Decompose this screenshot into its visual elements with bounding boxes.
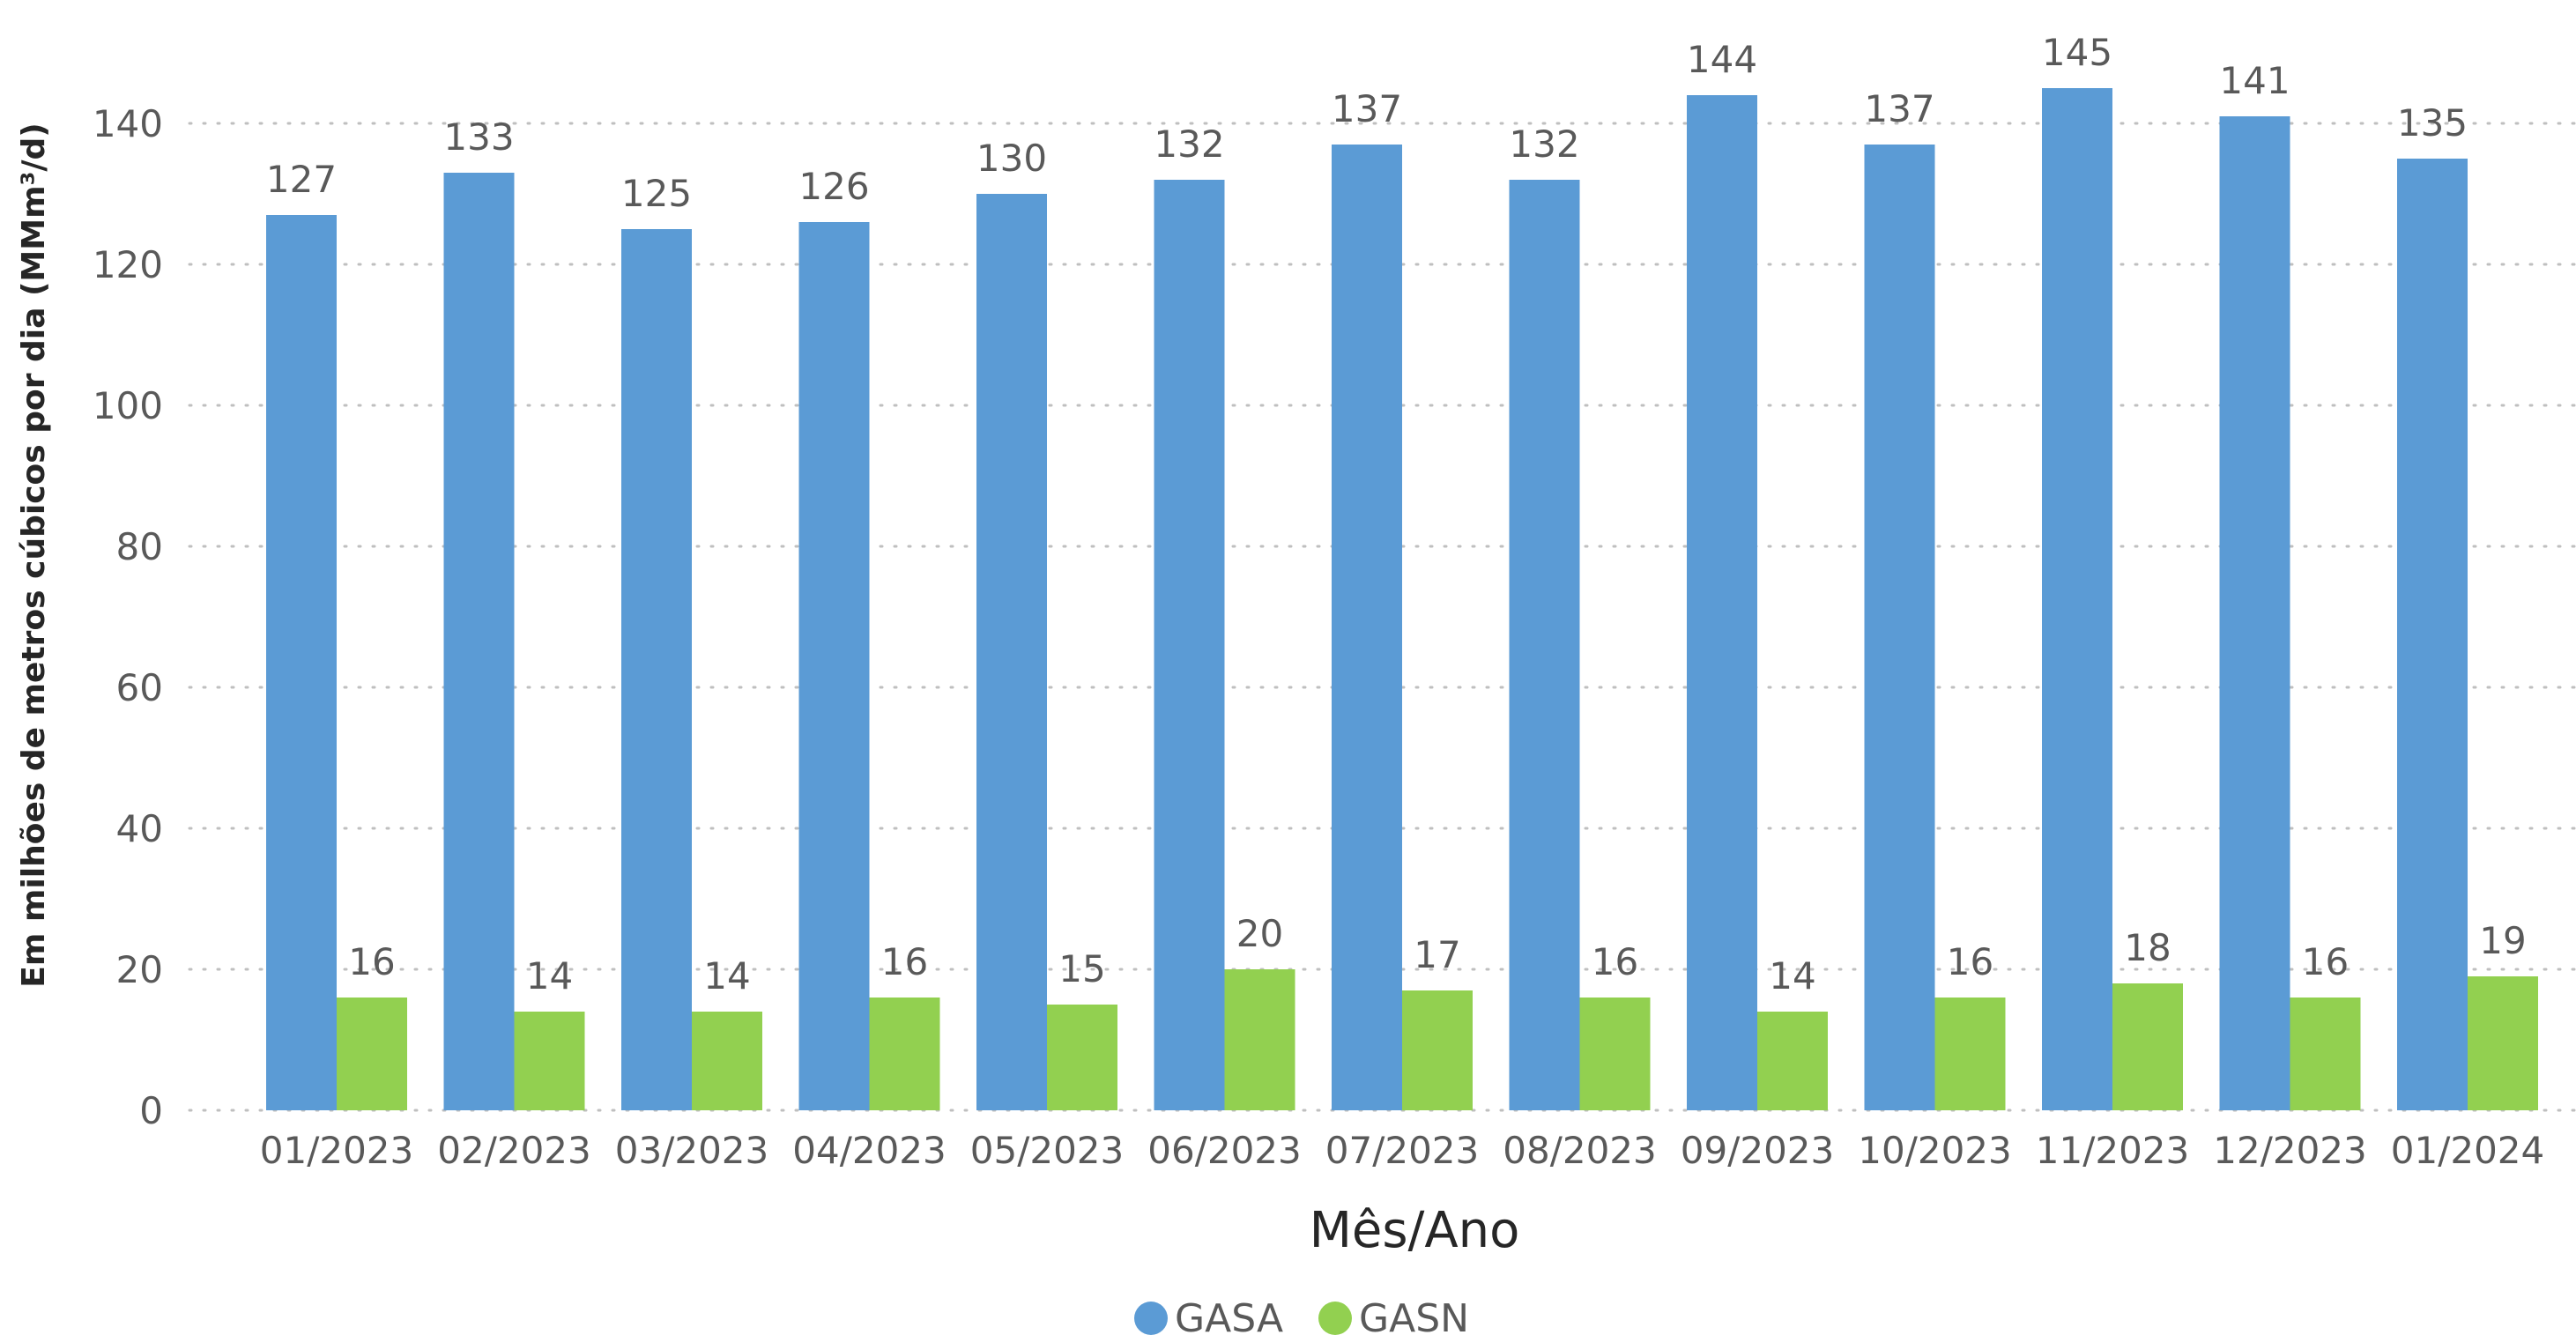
bar-gasn <box>514 1012 585 1110</box>
bar-gasa <box>1687 95 1757 1110</box>
bar-gasn <box>869 998 940 1110</box>
data-label-gasn: 18 <box>2124 926 2171 969</box>
legend: GASA GASN <box>1134 1296 1469 1335</box>
bar-gasn <box>1579 998 1651 1110</box>
x-tick-label: 06/2023 <box>1147 1129 1301 1172</box>
x-tick-label: 04/2023 <box>792 1129 946 1172</box>
y-tick-label: 80 <box>116 525 163 568</box>
x-axis-title: Mês/Ano <box>1310 1202 1520 1259</box>
y-tick-label: 40 <box>116 807 163 850</box>
y-tick-label: 100 <box>93 384 163 427</box>
data-label-gasn: 14 <box>703 954 750 998</box>
x-tick-label: 03/2023 <box>615 1129 768 1172</box>
bar-gasn <box>1224 969 1295 1110</box>
y-tick-label: 0 <box>139 1089 163 1132</box>
y-axis-ticks: 0 20 40 60 80 100 120 140 <box>93 102 163 1132</box>
data-labels: 127 16 133 14 125 14 126 16 130 15 132 20 137 17 132 16… <box>266 31 2527 998</box>
bar-gasa <box>266 215 337 1110</box>
bar-gasn <box>692 1012 762 1110</box>
x-tick-label: 08/2023 <box>1503 1129 1656 1172</box>
data-label-gasn: 16 <box>1947 940 1993 983</box>
bar-gasn <box>2112 983 2183 1110</box>
x-tick-label: 01/2023 <box>260 1129 413 1172</box>
bar-gasa <box>2397 159 2468 1110</box>
bar-gasa <box>1332 145 1402 1110</box>
bar-gasn <box>1757 1012 1828 1110</box>
x-axis-ticks: 01/2023 02/2023 03/2023 04/2023 05/2023 06/20… <box>260 1129 2544 1172</box>
data-label-gasa: 144 <box>1687 38 1757 81</box>
gridlines <box>188 122 2576 1112</box>
data-label-gasa: 137 <box>1864 87 1934 130</box>
y-tick-label: 20 <box>116 948 163 991</box>
legend-marker-gasn <box>1318 1302 1352 1335</box>
data-label-gasn: 19 <box>2479 919 2526 962</box>
y-tick-label: 60 <box>116 666 163 709</box>
bar-gasa <box>1509 180 1580 1110</box>
data-label-gasa: 126 <box>798 165 869 208</box>
x-tick-label: 07/2023 <box>1325 1129 1479 1172</box>
x-tick-label: 10/2023 <box>1858 1129 2011 1172</box>
data-label-gasa: 132 <box>1154 122 1224 166</box>
bar-gasn <box>1402 990 1473 1110</box>
bar-gasa <box>976 194 1047 1110</box>
bar-gasa <box>798 222 870 1110</box>
data-label-gasa: 132 <box>1509 122 1579 166</box>
x-tick-label: 12/2023 <box>2213 1129 2366 1172</box>
data-label-gasa: 125 <box>621 172 692 215</box>
bar-gasn <box>337 998 407 1110</box>
y-tick-label: 140 <box>93 102 163 145</box>
bar-gasa <box>2042 88 2112 1110</box>
x-tick-label: 01/2024 <box>2391 1129 2544 1172</box>
bar-gasn <box>1934 998 2006 1110</box>
bars <box>266 88 2538 1110</box>
data-label-gasa: 145 <box>2042 31 2112 74</box>
data-label-gasn: 14 <box>526 954 573 998</box>
bar-gasa <box>621 229 692 1110</box>
data-label-gasn: 16 <box>1592 940 1638 983</box>
x-tick-label: 02/2023 <box>437 1129 590 1172</box>
bar-gasa <box>1154 180 1225 1110</box>
bar-gasn <box>2468 976 2538 1110</box>
data-label-gasn: 16 <box>348 940 395 983</box>
legend-label-gasn: GASN <box>1359 1296 1469 1335</box>
y-axis-title: Em milhões de metros cúbicos por dia (MM… <box>16 122 52 987</box>
bar-gasn <box>1047 1005 1117 1110</box>
bar-gasn <box>2290 998 2361 1110</box>
data-label-gasn: 16 <box>2302 940 2349 983</box>
data-label-gasa: 141 <box>2219 59 2290 102</box>
data-label-gasn: 14 <box>1769 954 1815 998</box>
data-label-gasa: 137 <box>1332 87 1402 130</box>
x-tick-label: 05/2023 <box>970 1129 1124 1172</box>
bar-gasa <box>1864 145 1935 1110</box>
data-label-gasn: 15 <box>1058 947 1105 990</box>
data-label-gasn: 17 <box>1414 933 1460 976</box>
data-label-gasa: 130 <box>976 137 1047 180</box>
y-tick-label: 120 <box>93 243 163 286</box>
data-label-gasn: 16 <box>881 940 928 983</box>
legend-marker-gasa <box>1134 1302 1168 1335</box>
bar-gasa <box>2219 116 2290 1110</box>
x-tick-label: 09/2023 <box>1681 1129 1834 1172</box>
data-label-gasn: 20 <box>1236 912 1283 955</box>
x-tick-label: 11/2023 <box>2036 1129 2189 1172</box>
legend-label-gasa: GASA <box>1175 1296 1283 1335</box>
data-label-gasa: 133 <box>443 115 514 159</box>
bar-gasa <box>443 173 515 1110</box>
data-label-gasa: 135 <box>2397 101 2468 145</box>
data-label-gasa: 127 <box>266 158 337 201</box>
